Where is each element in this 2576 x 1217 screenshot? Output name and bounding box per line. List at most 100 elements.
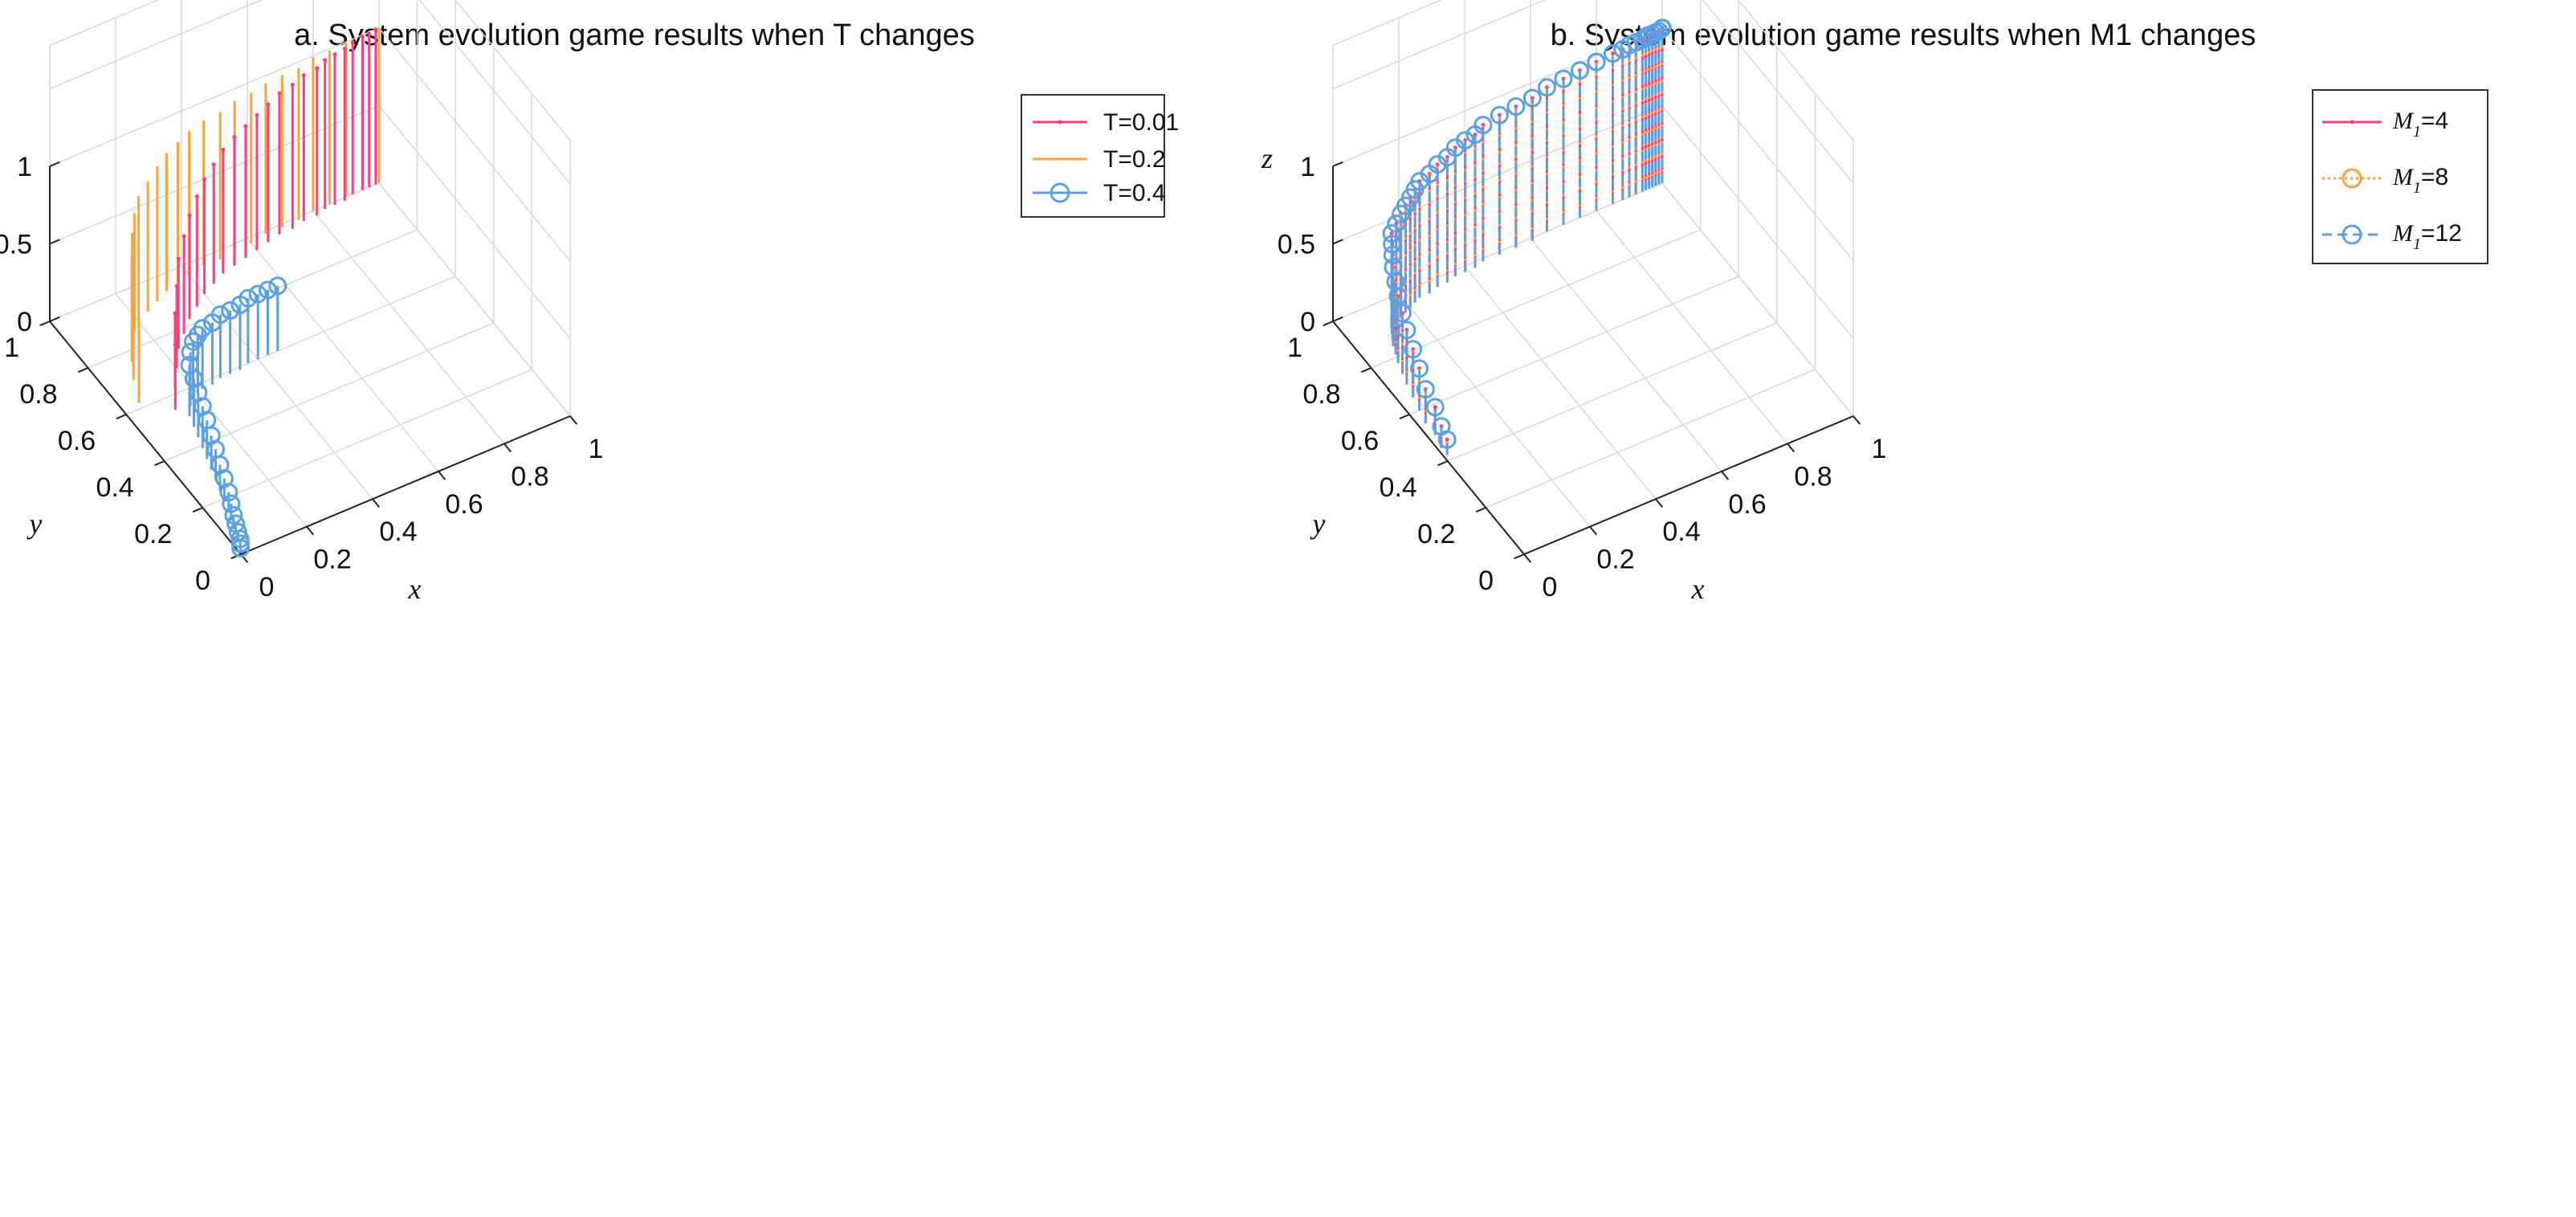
series-m12-marker-57 (1653, 18, 1672, 38)
series-m12-marker-26 (1473, 116, 1493, 135)
legend-label-t001: T=0.01 (1103, 109, 1179, 136)
series-pink-marker-24 (373, 27, 378, 32)
z-tick-label-1: 0.5 (1278, 230, 1315, 260)
x-axis-line (240, 415, 571, 555)
backwall-grid-h-2 (49, 27, 380, 167)
floor-grid-x-4 (312, 210, 505, 444)
x-tick-label-5: 1 (589, 434, 604, 464)
legend-marker-m4 (2350, 120, 2354, 125)
rightwall-grid-h-3 (1702, 0, 1854, 184)
series-m12-marker-1 (1432, 417, 1451, 436)
y-tick-label-5: 1 (1287, 333, 1302, 363)
floor-grid-x-2 (181, 265, 373, 500)
legend-marker-m12 (2342, 224, 2362, 245)
series-blue-marker-23 (221, 300, 240, 320)
x-tick-mark-5 (569, 415, 578, 425)
y-tick-mark-2 (154, 460, 165, 467)
series-m4-marker-2 (1433, 405, 1437, 410)
x-tick-label-1: 0.2 (1596, 545, 1634, 575)
series-blue-marker-25 (238, 288, 258, 308)
rightwall-grid-h-0 (378, 182, 571, 417)
x-axis-label: x (1690, 573, 1704, 605)
x-tick-mark-2 (372, 498, 381, 508)
series-pink-marker-8 (211, 162, 216, 167)
series-blue-marker-22 (210, 305, 230, 325)
rightwall-grid-h-2 (378, 27, 571, 262)
x-tick-label-5: 1 (1872, 434, 1887, 464)
series-m12-marker-29 (1522, 88, 1542, 108)
legend-label-t02: T=0.2 (1103, 146, 1166, 173)
series-pink-marker-18 (323, 58, 328, 63)
x-tick-label-4: 0.8 (511, 461, 548, 492)
y-tick-mark-2 (1437, 460, 1449, 467)
series-m12-marker-30 (1538, 78, 1556, 97)
z-tick-label-2: 1 (17, 152, 32, 182)
series-m12-marker-13 (1382, 224, 1401, 243)
x-tick-label-1: 0.2 (313, 545, 351, 575)
y-tick-label-1: 0.2 (1417, 519, 1455, 549)
floor-grid-x-3 (1530, 238, 1722, 472)
series-pink-marker-23 (367, 31, 372, 36)
x-tick-mark-3 (438, 471, 446, 480)
series-pink-marker-12 (255, 112, 259, 117)
series-pink-marker-16 (301, 73, 306, 78)
x-tick-mark-0 (1523, 553, 1532, 563)
series-m12-marker-3 (1416, 380, 1435, 399)
x-tick-label-0: 0 (1543, 572, 1558, 602)
legend-marker-t04 (1050, 182, 1070, 203)
z-tick-mark-2 (49, 161, 60, 167)
series-blue-marker-27 (259, 280, 277, 300)
z-tick-label-0: 0 (17, 307, 32, 337)
series-m12-marker-28 (1506, 97, 1526, 116)
series-blue-marker-26 (248, 284, 267, 304)
series-blue-marker-4 (226, 514, 246, 533)
series-pink-marker-5 (187, 213, 192, 218)
x-tick-label-2: 0.4 (379, 517, 417, 547)
series-pink-marker-17 (315, 66, 320, 71)
y-tick-label-2: 0.4 (1380, 472, 1417, 503)
y-tick-mark-3 (1399, 414, 1410, 420)
backwall-grid-h-4 (49, 0, 160, 47)
legend-label-m12: M1=12 (2392, 220, 2462, 253)
y-tick-mark-5 (39, 321, 51, 327)
series-pink-marker-3 (176, 256, 181, 261)
rightwall-grid-h-1 (1661, 105, 1854, 339)
series-pink-marker-7 (202, 177, 207, 182)
series-blue-marker-20 (193, 319, 212, 338)
y-tick-label-4: 0.8 (1302, 379, 1340, 410)
series-m12-marker-32 (1571, 61, 1589, 80)
z-tick-mark-0 (49, 316, 60, 322)
backwall-grid-h-4 (1332, 0, 1443, 47)
chart-b-legend: M1=4 M1=8 M1=12 (2312, 89, 2488, 264)
z-tick-label-2: 1 (1300, 152, 1315, 182)
x-tick-label-4: 0.8 (1794, 461, 1832, 492)
y-tick-label-0: 0 (195, 566, 210, 596)
z-tick-mark-1 (1332, 239, 1343, 245)
series-m12-marker-34 (1604, 44, 1622, 63)
y-tick-label-0: 0 (1478, 566, 1494, 596)
x-tick-label-0: 0 (259, 572, 275, 602)
x-tick-mark-4 (503, 443, 512, 453)
series-pink-marker-13 (266, 102, 271, 107)
series-m12-marker-24 (1456, 131, 1475, 150)
y-tick-mark-3 (116, 414, 127, 420)
floor-grid-y-2 (1447, 322, 1778, 462)
legend-label-t04: T=0.4 (1103, 180, 1166, 206)
z-axis-label: z (1261, 142, 1273, 174)
series-m12-marker-43 (1649, 22, 1669, 41)
backwall-grid-h-0 (1332, 182, 1663, 322)
y-tick-label-4: 0.8 (19, 379, 57, 410)
series-m12-marker-4 (1410, 359, 1429, 378)
series-pink-marker-21 (350, 40, 355, 45)
floor-grid-x-3 (247, 238, 439, 472)
series-m12-marker-5 (1404, 340, 1423, 359)
floor-grid-y-3 (1408, 276, 1739, 415)
series-pink-marker-11 (243, 124, 248, 129)
x-axis-line (1523, 415, 1854, 555)
series-m12-marker-31 (1554, 69, 1573, 88)
y-tick-mark-1 (192, 507, 203, 513)
series-pink-marker-9 (221, 147, 226, 152)
x-tick-mark-1 (306, 525, 315, 536)
